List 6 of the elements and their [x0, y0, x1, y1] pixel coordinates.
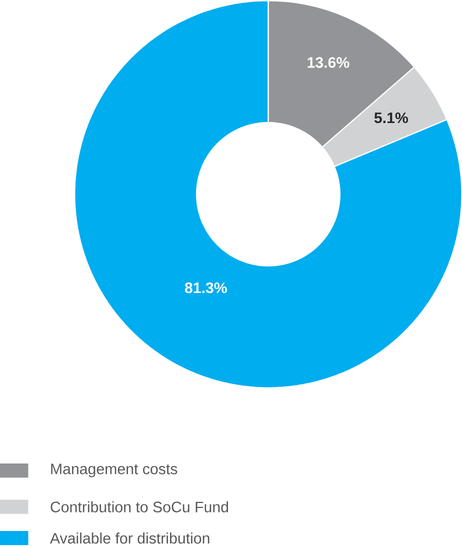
legend-label: Available for distribution: [50, 532, 210, 544]
legend-label: Contribution to SoCu Fund: [50, 501, 228, 512]
data-label: 81.3%: [184, 282, 227, 294]
data-label: 5.1%: [374, 112, 408, 124]
legend-label: Management costs: [50, 464, 177, 478]
data-label: 13.6%: [307, 57, 350, 68]
